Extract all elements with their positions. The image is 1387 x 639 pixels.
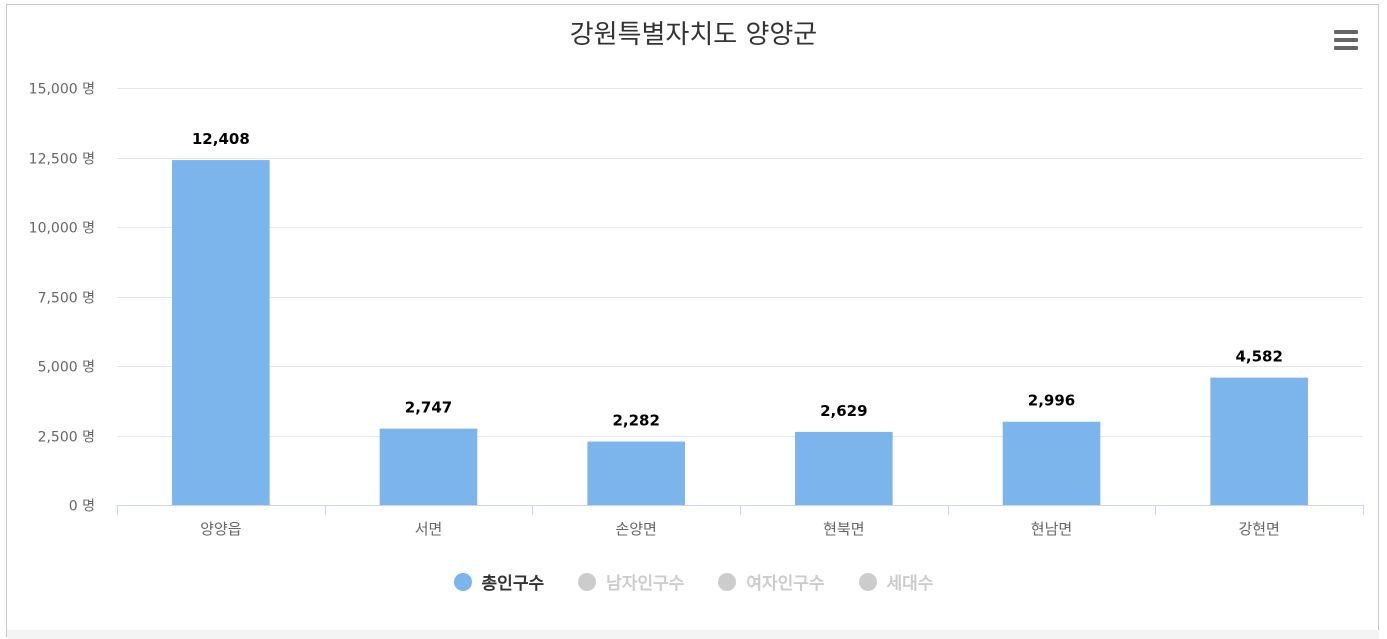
bar[interactable] — [172, 160, 270, 505]
bar[interactable] — [1002, 421, 1101, 505]
hamburger-menu-icon — [1334, 30, 1358, 34]
bar[interactable] — [795, 431, 893, 505]
legend-label: 남자인구수 — [606, 574, 685, 594]
data-label: 2,996 — [1028, 392, 1075, 410]
bar[interactable] — [1210, 377, 1308, 505]
legend-label: 세대수 — [886, 574, 934, 594]
data-label: 4,582 — [1235, 348, 1282, 366]
legend: 총인구수 남자인구수 여자인구수 세대수 — [0, 569, 1387, 594]
x-tick-label: 현남면 — [1031, 520, 1072, 538]
legend-item[interactable]: 여자인구수 — [718, 569, 825, 594]
y-tick-label: 7,500 명 — [38, 291, 95, 307]
legend-marker-icon — [718, 572, 737, 591]
y-tick-label: 5,000 명 — [38, 360, 95, 376]
legend-label: 총인구수 — [481, 574, 545, 594]
data-label: 2,629 — [820, 402, 867, 420]
y-tick-label: 15,000 명 — [29, 82, 95, 98]
bottom-strip — [7, 630, 1379, 639]
x-tick-label: 강현면 — [1238, 520, 1279, 538]
x-tick-label: 현북면 — [823, 520, 864, 538]
chart-title: 강원특별자치도 양양군 — [569, 20, 818, 50]
legend-marker-icon — [453, 572, 472, 591]
bar[interactable] — [587, 441, 685, 505]
legend-item[interactable]: 세대수 — [858, 569, 934, 594]
y-tick-label: 0 명 — [69, 499, 95, 515]
y-tick-label: 2,500 명 — [38, 430, 95, 446]
y-tick-label: 12,500 명 — [29, 152, 95, 168]
chart-menu-button[interactable] — [1331, 28, 1361, 52]
data-label: 12,408 — [192, 130, 250, 148]
data-label: 2,282 — [612, 412, 659, 430]
legend-marker-icon — [578, 572, 597, 591]
legend-marker-icon — [858, 572, 877, 591]
legend-item[interactable]: 남자인구수 — [578, 569, 684, 594]
bar[interactable] — [379, 428, 478, 505]
x-tick-label: 서면 — [415, 520, 443, 538]
legend-label: 여자인구수 — [746, 574, 825, 594]
hamburger-menu-icon-line — [1334, 38, 1358, 42]
legend-item[interactable]: 총인구수 — [453, 569, 545, 594]
hamburger-menu-icon-line — [1334, 46, 1358, 50]
x-tick-label: 손양면 — [615, 520, 656, 538]
y-tick-label: 10,000 명 — [29, 221, 95, 237]
data-label: 2,747 — [405, 399, 452, 417]
x-tick-label: 양양읍 — [200, 520, 241, 538]
